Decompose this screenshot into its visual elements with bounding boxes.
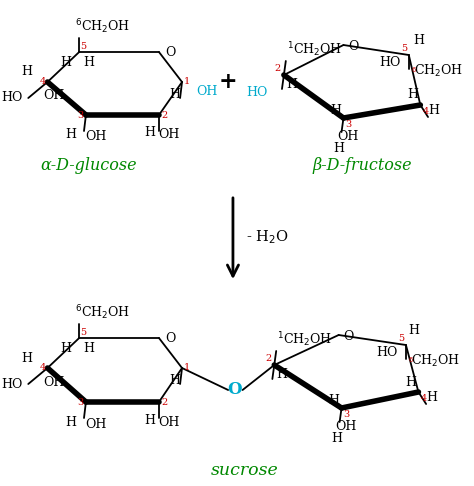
Text: OH: OH: [158, 416, 179, 429]
Text: 4: 4: [39, 364, 46, 372]
Text: sucrose: sucrose: [210, 462, 278, 479]
Text: O: O: [344, 330, 354, 344]
Text: 3: 3: [78, 398, 84, 406]
Text: $^1$CH$_2$OH: $^1$CH$_2$OH: [277, 330, 332, 349]
Text: H: H: [21, 351, 32, 364]
Text: 2: 2: [265, 354, 272, 363]
Text: H: H: [276, 368, 287, 382]
Text: 5: 5: [80, 328, 86, 337]
Text: H: H: [408, 325, 419, 337]
Text: OH: OH: [336, 419, 357, 433]
Text: $^6$CH$_2$OH: $^6$CH$_2$OH: [75, 303, 130, 322]
Text: H: H: [413, 35, 424, 48]
Text: H: H: [60, 343, 71, 355]
Text: HO: HO: [246, 87, 268, 100]
Text: CH$_2$OH: CH$_2$OH: [411, 353, 460, 369]
Text: H: H: [405, 376, 416, 388]
Text: OH: OH: [196, 86, 218, 99]
Text: H: H: [169, 88, 180, 102]
Text: HO: HO: [1, 378, 22, 390]
Text: O: O: [348, 40, 359, 53]
Text: H: H: [331, 432, 342, 445]
Text: OH: OH: [337, 129, 359, 142]
Text: OH: OH: [44, 376, 65, 388]
Text: 2: 2: [161, 398, 167, 406]
Text: H: H: [144, 126, 155, 139]
Text: H: H: [328, 394, 339, 406]
Text: 2: 2: [161, 110, 167, 120]
Text: H: H: [330, 104, 341, 117]
Text: OH: OH: [158, 128, 179, 141]
Text: $_6$: $_6$: [408, 355, 414, 364]
Text: H: H: [65, 128, 76, 141]
Text: HO: HO: [379, 56, 400, 69]
Text: H: H: [428, 104, 439, 117]
Text: 5: 5: [398, 334, 404, 343]
Text: 4: 4: [422, 107, 428, 116]
Text: 4: 4: [39, 77, 46, 87]
Text: H: H: [169, 375, 180, 387]
Text: H: H: [21, 66, 32, 79]
Text: 3: 3: [78, 110, 84, 120]
Text: β-D-fructose: β-D-fructose: [313, 156, 412, 174]
Text: 5: 5: [80, 42, 86, 51]
Text: $^6$CH$_2$OH: $^6$CH$_2$OH: [75, 17, 130, 36]
Text: H: H: [427, 390, 438, 403]
Text: 1: 1: [184, 77, 190, 87]
Text: +: +: [219, 71, 237, 93]
Text: H: H: [407, 88, 418, 102]
Text: $_6$: $_6$: [411, 65, 417, 74]
Text: OH: OH: [85, 131, 106, 143]
Text: H: H: [333, 141, 344, 155]
Text: 5: 5: [401, 44, 407, 53]
Text: CH$_2$OH: CH$_2$OH: [414, 63, 463, 79]
Text: 2: 2: [275, 64, 281, 73]
Text: 1: 1: [184, 364, 190, 372]
Text: H: H: [83, 56, 94, 69]
Text: H: H: [286, 79, 297, 91]
Text: α-D-glucose: α-D-glucose: [40, 156, 137, 174]
Text: HO: HO: [376, 347, 397, 360]
Text: OH: OH: [85, 417, 106, 431]
Text: $^1$CH$_2$OH: $^1$CH$_2$OH: [287, 40, 342, 59]
Text: H: H: [65, 416, 76, 429]
Text: H: H: [60, 56, 71, 69]
Text: 4: 4: [420, 394, 427, 403]
Text: 3: 3: [344, 410, 350, 419]
Text: OH: OH: [44, 89, 65, 103]
Text: 3: 3: [346, 120, 352, 129]
Text: O: O: [166, 47, 176, 59]
Text: HO: HO: [1, 91, 22, 104]
Text: O: O: [228, 382, 242, 399]
Text: H: H: [83, 343, 94, 355]
Text: - H$_2$O: - H$_2$O: [246, 228, 289, 246]
Text: O: O: [166, 332, 176, 346]
Text: H: H: [144, 414, 155, 427]
